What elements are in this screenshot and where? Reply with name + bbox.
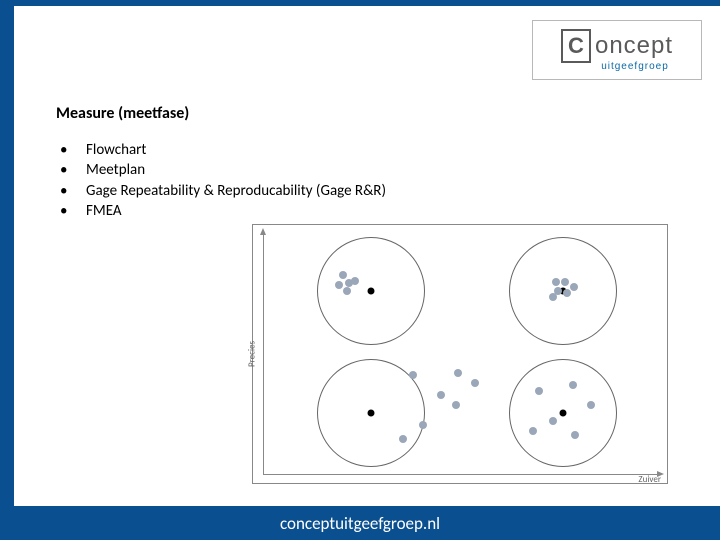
shot-dot <box>409 371 417 379</box>
footer-bar: conceptuitgeefgroep.nl <box>0 506 720 540</box>
list-item: Meetplan <box>56 160 386 180</box>
footer-text: conceptuitgeefgroep.nl <box>280 513 440 534</box>
target-center-dot <box>560 410 567 417</box>
list-item: FMEA <box>56 201 386 221</box>
shot-dot <box>454 369 462 377</box>
shot-dot <box>535 387 543 395</box>
shot-dot <box>452 401 460 409</box>
shot-dot <box>552 278 560 286</box>
top-accent-strip <box>0 0 720 6</box>
left-accent-bar <box>0 0 14 540</box>
page-title: Measure (meetfase) <box>56 104 189 123</box>
shot-dot <box>419 421 427 429</box>
shot-dot <box>570 283 578 291</box>
shot-dot <box>587 401 595 409</box>
shot-dot <box>563 289 571 297</box>
shot-dot <box>351 277 359 285</box>
shot-dot <box>335 281 343 289</box>
precision-accuracy-diagram: Precies Zuiver <box>252 224 668 484</box>
logo-main: C oncept <box>561 29 673 63</box>
shot-dot <box>561 278 569 286</box>
logo-letter-box: C <box>561 29 591 63</box>
target-center-dot <box>368 410 375 417</box>
list-item: Flowchart <box>56 140 386 160</box>
shot-dot <box>571 431 579 439</box>
shot-dot <box>549 293 557 301</box>
target-center-dot <box>368 288 375 295</box>
x-axis-arrow <box>263 474 659 475</box>
brand-logo: C oncept uitgeefgroep <box>532 20 702 80</box>
logo-subtitle: uitgeefgroep <box>601 61 669 72</box>
list-item: Gage Repeatability & Reproducability (Ga… <box>56 181 386 201</box>
shot-dot <box>529 427 537 435</box>
shot-dot <box>437 391 445 399</box>
shot-dot <box>399 435 407 443</box>
logo-word: oncept <box>595 32 673 60</box>
shot-dot <box>343 287 351 295</box>
bullet-list: Flowchart Meetplan Gage Repeatability & … <box>56 140 386 221</box>
shot-dot <box>569 381 577 389</box>
y-axis-arrow <box>263 233 264 475</box>
shot-dot <box>471 379 479 387</box>
y-axis-label: Precies <box>247 341 258 367</box>
shot-dot <box>339 271 347 279</box>
shot-dot <box>549 417 557 425</box>
